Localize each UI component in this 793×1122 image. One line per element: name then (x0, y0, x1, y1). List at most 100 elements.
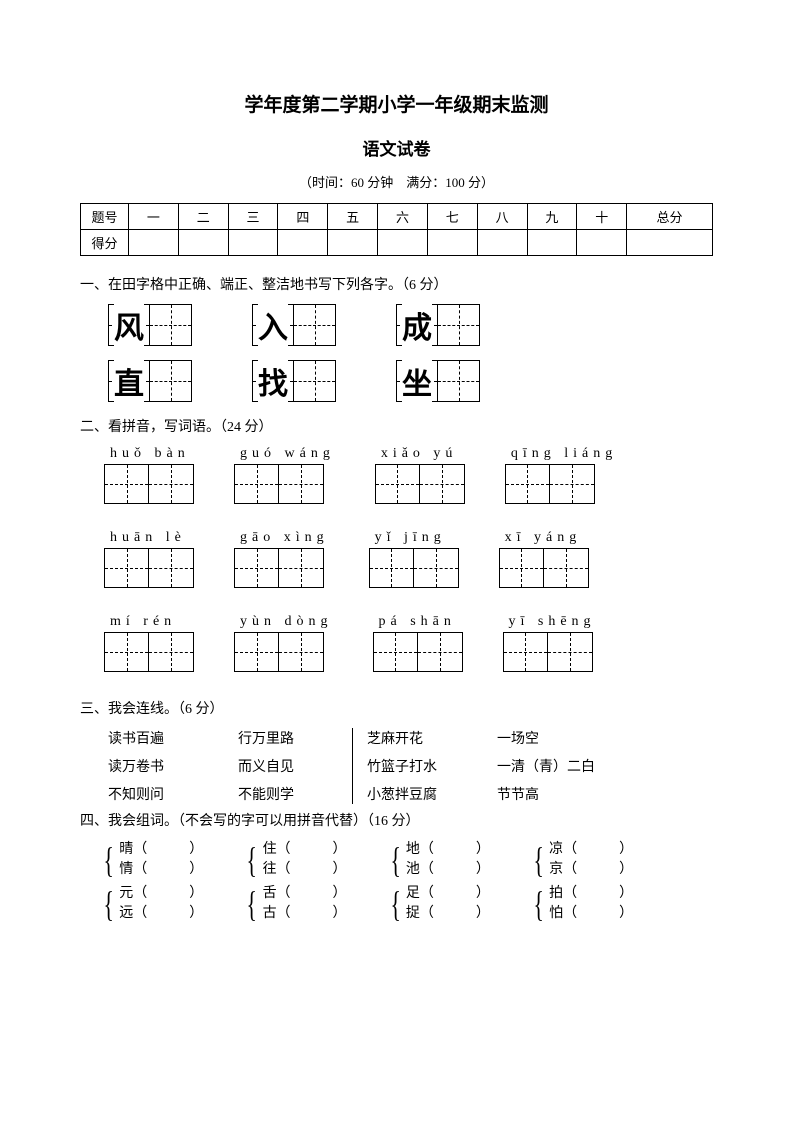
tianzige-cell-empty[interactable] (294, 304, 336, 346)
score-cell[interactable] (527, 230, 577, 256)
score-cell[interactable] (129, 230, 179, 256)
score-cell[interactable] (278, 230, 328, 256)
tianzige-cell-empty[interactable] (150, 360, 192, 402)
section1-body: 风入成直找坐 (80, 304, 713, 402)
pinyin-cell[interactable] (149, 548, 194, 588)
pinyin-cell[interactable] (505, 464, 550, 504)
brace-icon: { (103, 884, 113, 924)
pinyin-cell[interactable] (279, 464, 324, 504)
pinyin-cell[interactable] (414, 548, 459, 588)
word-line[interactable]: 情（ ） (119, 860, 203, 880)
divider (352, 728, 353, 804)
pinyin-cell[interactable] (234, 632, 279, 672)
match-item: 不能则学 (238, 784, 348, 804)
pinyin-cell[interactable] (234, 548, 279, 588)
score-cell[interactable] (577, 230, 627, 256)
pinyin-cell[interactable] (279, 632, 324, 672)
pinyin-cell[interactable] (499, 548, 544, 588)
pinyin-cell[interactable] (503, 632, 548, 672)
pinyin-cell[interactable] (420, 464, 465, 504)
word-line[interactable]: 晴（ ） (119, 840, 203, 860)
score-cell: 得分 (81, 230, 129, 256)
word-group: {拍（ ）怕（ ） (530, 884, 633, 924)
pinyin-cell[interactable] (375, 464, 420, 504)
tianzige-cell: 风 (108, 304, 150, 346)
tianzige-char: 直 (114, 359, 144, 403)
pinyin-cell[interactable] (550, 464, 595, 504)
word-line[interactable]: 京（ ） (549, 860, 633, 880)
word-line[interactable]: 捉（ ） (406, 904, 490, 924)
word-line[interactable]: 足（ ） (406, 884, 490, 904)
tianzige-char: 入 (258, 303, 288, 347)
match-item: 一场空 (497, 728, 647, 748)
score-cell[interactable] (378, 230, 428, 256)
exam-meta: （时间：60 分钟 满分：100 分） (80, 172, 713, 191)
word-line[interactable]: 凉（ ） (549, 840, 633, 860)
pinyin-label: guó wáng (234, 446, 335, 462)
brace-icon: { (390, 884, 400, 924)
pinyin-cell[interactable] (104, 464, 149, 504)
word-line[interactable]: 古（ ） (263, 904, 347, 924)
pinyin-cell[interactable] (418, 632, 463, 672)
score-cell[interactable] (627, 230, 713, 256)
pinyin-cell[interactable] (149, 632, 194, 672)
score-cell[interactable] (178, 230, 228, 256)
tianzige-cell-empty[interactable] (438, 360, 480, 402)
pinyin-label: gāo xìng (234, 530, 329, 546)
pinyin-cell[interactable] (279, 548, 324, 588)
brace-icon: { (533, 840, 543, 880)
tianzige-cell-empty[interactable] (294, 360, 336, 402)
score-cell: 五 (328, 204, 378, 230)
brace-icon: { (247, 840, 257, 880)
pinyin-cell[interactable] (373, 632, 418, 672)
score-cell: 六 (378, 204, 428, 230)
tianzige-cell-empty[interactable] (150, 304, 192, 346)
pinyin-cell[interactable] (544, 548, 589, 588)
pinyin-cell[interactable] (104, 548, 149, 588)
score-cell: 一 (129, 204, 179, 230)
pinyin-cell[interactable] (548, 632, 593, 672)
word-group: {晴（ ）情（ ） (100, 840, 203, 880)
brace-icon: { (390, 840, 400, 880)
tianzige-pair: 入 (252, 304, 336, 346)
pinyin-cell[interactable] (104, 632, 149, 672)
match-item: 而义自见 (238, 756, 348, 776)
tianzige-cell-empty[interactable] (438, 304, 480, 346)
section4-heading: 四、我会组词。（不会写的字可以用拼音代替）（16 分） (80, 810, 713, 830)
score-cell: 总分 (627, 204, 713, 230)
score-cell: 八 (477, 204, 527, 230)
score-cell[interactable] (477, 230, 527, 256)
word-line[interactable]: 住（ ） (263, 840, 347, 860)
pinyin-group: mí rén (104, 614, 194, 672)
score-cell: 三 (228, 204, 278, 230)
score-cell: 十 (577, 204, 627, 230)
score-cell[interactable] (228, 230, 278, 256)
section3-heading: 三、我会连线。（6 分） (80, 698, 713, 718)
score-cell[interactable] (427, 230, 477, 256)
pinyin-group: huān lè (104, 530, 194, 588)
match-item: 节节高 (497, 784, 647, 804)
word-line[interactable]: 元（ ） (119, 884, 203, 904)
score-table: 题号 一 二 三 四 五 六 七 八 九 十 总分 得分 (80, 203, 713, 256)
word-line[interactable]: 池（ ） (406, 860, 490, 880)
pinyin-group: huǒ bàn (104, 446, 194, 504)
pinyin-label: xī yáng (499, 530, 589, 546)
section2-body: huǒ bànguó wángxiǎo yúqīng liánghuān lèg… (80, 446, 713, 672)
word-line[interactable]: 远（ ） (119, 904, 203, 924)
pinyin-cell[interactable] (369, 548, 414, 588)
word-line[interactable]: 往（ ） (263, 860, 347, 880)
score-cell: 题号 (81, 204, 129, 230)
tianzige-pair: 成 (396, 304, 480, 346)
pinyin-group: yī shēng (503, 614, 596, 672)
word-line[interactable]: 舌（ ） (263, 884, 347, 904)
score-cell[interactable] (328, 230, 378, 256)
match-item: 行万里路 (238, 728, 348, 748)
pinyin-cell[interactable] (149, 464, 194, 504)
score-cell: 四 (278, 204, 328, 230)
pinyin-label: yī shēng (503, 614, 596, 630)
pinyin-cell[interactable] (234, 464, 279, 504)
word-line[interactable]: 地（ ） (406, 840, 490, 860)
word-line[interactable]: 怕（ ） (549, 904, 633, 924)
match-item: 小葱拌豆腐 (367, 784, 497, 804)
word-line[interactable]: 拍（ ） (549, 884, 633, 904)
